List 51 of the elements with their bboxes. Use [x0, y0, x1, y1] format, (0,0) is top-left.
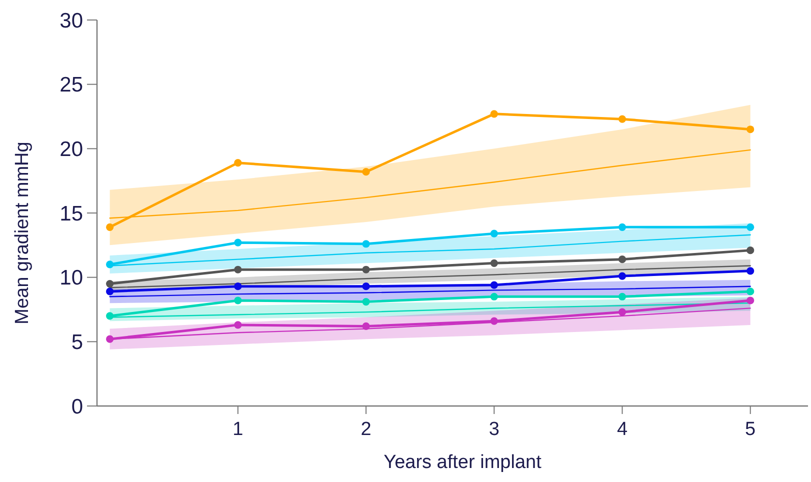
- point: [746, 288, 754, 296]
- point: [106, 223, 114, 231]
- x-axis-title: Years after implant: [384, 452, 542, 473]
- point: [362, 282, 370, 290]
- point: [618, 223, 626, 231]
- point: [362, 240, 370, 248]
- point: [106, 280, 114, 288]
- point: [618, 308, 626, 316]
- point: [618, 292, 626, 300]
- point: [746, 126, 754, 134]
- point: [618, 272, 626, 280]
- point: [106, 260, 114, 268]
- point: [618, 115, 626, 123]
- point: [362, 266, 370, 274]
- point: [490, 292, 498, 300]
- point: [746, 223, 754, 231]
- y-tick-label: 30: [60, 9, 83, 32]
- y-axis-title: Mean gradient mmHg: [12, 142, 33, 324]
- x-tick-label: 3: [488, 419, 500, 440]
- point: [106, 288, 114, 296]
- x-tick-label: 4: [616, 419, 628, 440]
- point: [106, 335, 114, 343]
- point: [362, 168, 370, 176]
- point: [234, 321, 242, 329]
- point: [234, 266, 242, 274]
- x-tick-label: 1: [232, 419, 244, 440]
- y-tick-label: 20: [60, 138, 83, 162]
- point: [490, 230, 498, 238]
- point: [106, 312, 114, 320]
- x-tick-label: 5: [745, 419, 756, 440]
- point: [490, 281, 498, 289]
- point: [362, 298, 370, 306]
- y-tick-label: 0: [71, 395, 83, 418]
- y-tick-label: 10: [60, 266, 83, 290]
- point: [490, 110, 498, 118]
- point: [234, 238, 242, 246]
- point: [746, 296, 754, 304]
- point: [490, 317, 498, 325]
- point: [618, 256, 626, 264]
- point: [234, 296, 242, 304]
- point: [746, 267, 754, 275]
- point: [490, 259, 498, 267]
- y-tick-label: 15: [60, 202, 83, 226]
- x-tick-label: 2: [360, 419, 372, 440]
- point: [746, 246, 754, 254]
- point: [234, 159, 242, 167]
- point: [234, 282, 242, 290]
- y-tick-label: 5: [71, 331, 83, 354]
- y-tick-label: 25: [60, 74, 83, 97]
- point: [362, 322, 370, 330]
- line-series: [109, 286, 751, 298]
